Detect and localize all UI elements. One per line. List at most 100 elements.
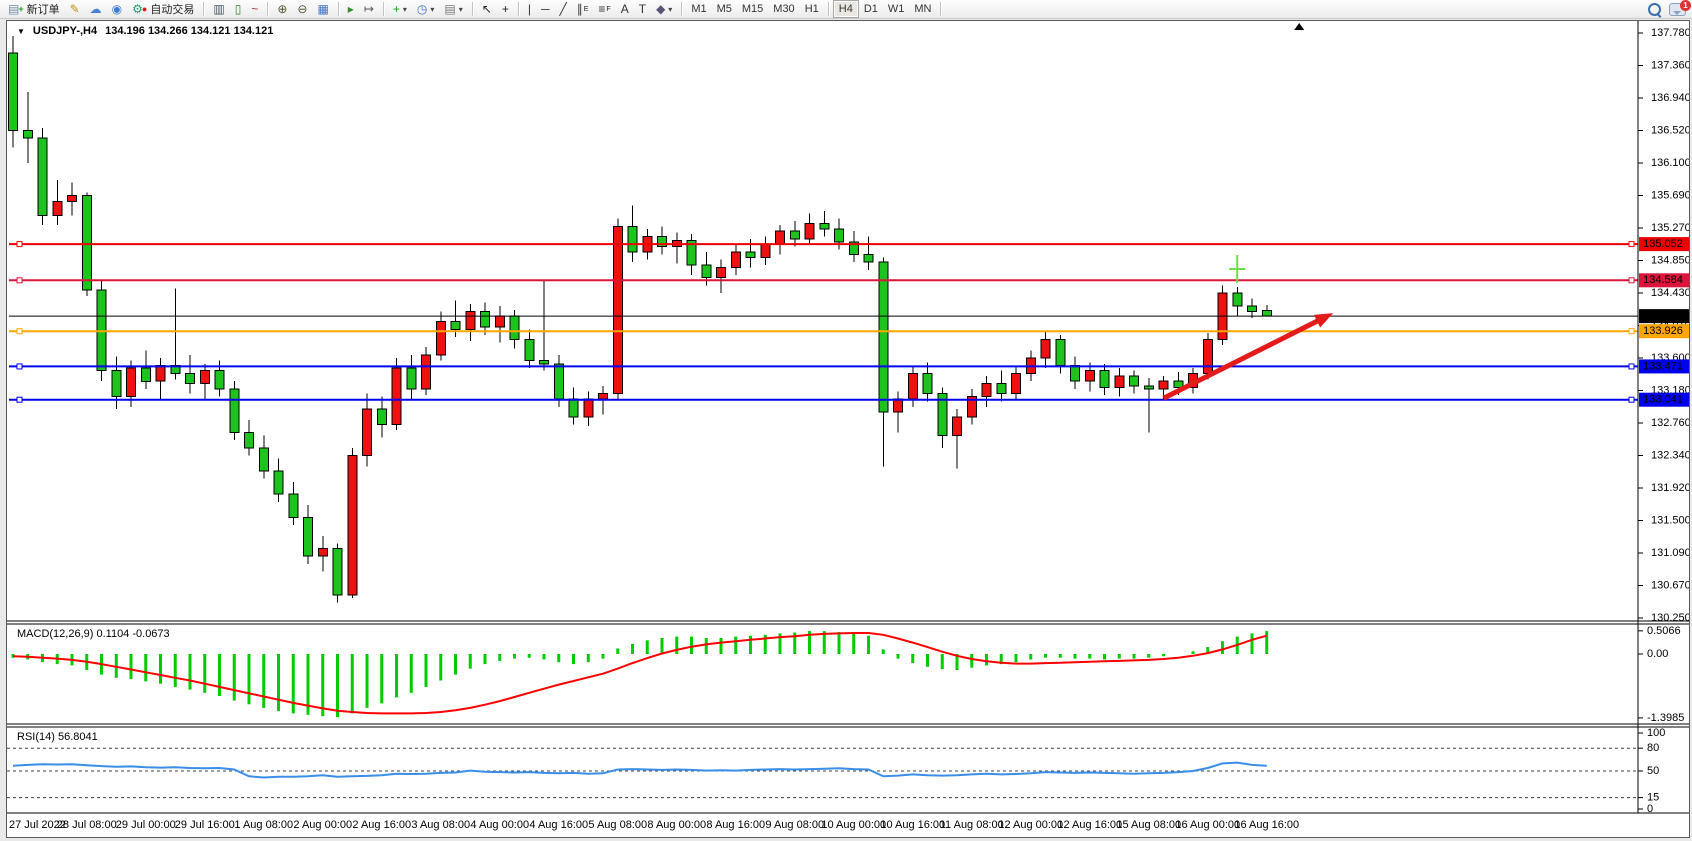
time-tick-label: 1 Aug 08:00: [234, 819, 293, 831]
notifications-icon[interactable]: 1: [1669, 0, 1691, 16]
signals-icon: ◉: [111, 2, 123, 16]
resistance-line-1[interactable]: 135.052: [9, 237, 1689, 252]
candles: [8, 36, 1272, 603]
notification-badge: 1: [1680, 0, 1691, 11]
chart-window[interactable]: 137.780 137.360 136.940 136.520 136.100 135.6…: [6, 20, 1690, 838]
toolbar-separator: [827, 2, 829, 16]
zoom-out-button[interactable]: ⊖: [292, 0, 312, 19]
macd-scale-label: 0.5066: [1647, 625, 1681, 637]
timeframe-button-mn[interactable]: MN: [914, 3, 932, 15]
time-tick-label: 15 Aug 08:00: [1116, 819, 1181, 831]
vertical-line-button[interactable]: |: [523, 0, 536, 19]
cross-marker[interactable]: [1229, 255, 1246, 284]
arrows-button[interactable]: ◆ ▾: [651, 0, 677, 19]
cursor-button[interactable]: ↖: [477, 0, 497, 19]
resistance-line-2[interactable]: 134.584: [9, 273, 1689, 288]
price-tick-label: 132.340: [1651, 449, 1689, 461]
timeframe-button-h4[interactable]: H4: [832, 0, 859, 18]
price-label-box: [1639, 273, 1689, 288]
line-handle[interactable]: [16, 328, 23, 335]
fibonacci-button[interactable]: ≡ F: [593, 0, 615, 19]
crosshair-button[interactable]: +: [497, 0, 514, 19]
equidistant-channel-button[interactable]: ∥ E: [572, 0, 594, 19]
candlestick-chart-button[interactable]: ▯: [230, 0, 247, 19]
support-line-1[interactable]: 133.471: [9, 359, 1689, 374]
chart-shift-marker[interactable]: [1294, 23, 1305, 30]
macd-pane[interactable]: 0.5066 0.00 -1.3985: [11, 625, 1684, 724]
line-handle[interactable]: [1628, 241, 1635, 248]
indicators-button[interactable]: + ▾: [388, 0, 412, 19]
chart-canvas[interactable]: 137.780 137.360 136.940 136.520 136.100 135.6…: [7, 21, 1689, 837]
price-tick-label: 137.780: [1651, 27, 1689, 39]
auto-scroll-button[interactable]: ▸: [343, 0, 359, 19]
time-tick-label: 12 Aug 16:00: [1057, 819, 1122, 831]
autotrading-button-label: 自动交易: [150, 4, 195, 16]
timeframe-button-d1[interactable]: D1: [863, 3, 878, 15]
timeframe-button-m30[interactable]: M30: [773, 3, 795, 15]
horizontal-line-button[interactable]: ─: [536, 0, 555, 19]
search-icon[interactable]: [1648, 3, 1661, 16]
price-tick-label: 131.090: [1651, 547, 1689, 559]
text-label-button[interactable]: T: [634, 0, 651, 19]
time-tick-label: 16 Aug 16:00: [1234, 819, 1299, 831]
macd-signal-line: [12, 632, 1268, 715]
text-icon: A: [620, 2, 629, 16]
crosshair-icon: +: [501, 2, 509, 16]
line-chart-icon: ~: [251, 2, 259, 16]
timeframe-button-h1[interactable]: H1: [804, 3, 819, 15]
line-handle[interactable]: [16, 241, 23, 248]
autotrading-button[interactable]: ⚙ ● 自动交易: [127, 0, 199, 19]
line-handle[interactable]: [1628, 396, 1635, 403]
trendline-button[interactable]: ╱: [555, 0, 572, 19]
line-handle[interactable]: [1628, 363, 1635, 370]
line-handle[interactable]: [16, 363, 23, 370]
timeframe-button-w1[interactable]: W1: [887, 3, 905, 15]
tile-windows-button[interactable]: ▦: [312, 0, 333, 19]
accent-mark-icon: ●: [141, 4, 148, 14]
toolbar-separator: [517, 2, 519, 16]
price-tick-label: 134.850: [1651, 254, 1689, 266]
line-handle[interactable]: [1628, 328, 1635, 335]
price-tick-label: 130.670: [1651, 579, 1689, 591]
time-tick-label: 27 Jul 2022: [9, 819, 66, 831]
line-handle[interactable]: [16, 277, 23, 284]
price-axis[interactable]: 137.780 137.360 136.940 136.520 136.100 135.6…: [1638, 27, 1689, 624]
chart-shift-button[interactable]: ↦: [359, 0, 379, 19]
time-tick-label: 4 Aug 00:00: [470, 819, 529, 831]
time-tick-label: 2 Aug 16:00: [352, 819, 411, 831]
rsi-pane[interactable]: 100 80 50 150: [7, 727, 1665, 815]
time-tick-label: 10 Aug 16:00: [880, 819, 945, 831]
bar-chart-button[interactable]: ▥: [208, 0, 229, 19]
time-tick-label: 29 Jul 16:00: [175, 819, 235, 831]
vertical-line-icon: |: [527, 2, 531, 16]
price-label-text: 134.121: [1643, 310, 1683, 322]
zoom-in-button[interactable]: ⊕: [272, 0, 292, 19]
icon-subscript: E: [583, 5, 589, 13]
timeframe-button-m15[interactable]: M15: [741, 3, 764, 15]
auto-scroll-icon: ▸: [347, 2, 354, 16]
toolbar-separator: [471, 2, 473, 16]
templates-button[interactable]: ▤ ▾: [439, 0, 467, 19]
price-tick-label: 132.760: [1651, 417, 1689, 429]
trend-arrow-annotation[interactable]: [1162, 313, 1334, 401]
line-handle[interactable]: [1628, 277, 1635, 284]
support-line-2[interactable]: 133.041: [9, 392, 1689, 407]
line-chart-button[interactable]: ~: [246, 0, 263, 19]
metaeditor-button[interactable]: ✎: [65, 0, 85, 19]
periods-button[interactable]: ◷ ▾: [412, 0, 440, 19]
signals-button[interactable]: ◉: [107, 0, 127, 19]
current-price-line[interactable]: 134.121: [9, 309, 1689, 324]
timeframe-button-m5[interactable]: M5: [716, 3, 732, 15]
timeframe-button-m1[interactable]: M1: [691, 3, 707, 15]
templates-icon: ▤: [444, 2, 456, 16]
text-button[interactable]: A: [616, 0, 634, 19]
new-order-button[interactable]: ▤ + 新订单: [3, 0, 65, 19]
chevron-down-icon[interactable]: ▼: [17, 26, 25, 36]
price-label-box: [1639, 324, 1689, 339]
icon-subscript: F: [606, 5, 611, 13]
community-button[interactable]: ☁: [85, 0, 107, 19]
pivot-line[interactable]: 133.926: [9, 324, 1689, 339]
new-order-icon: ▤: [8, 2, 20, 16]
line-handle[interactable]: [16, 396, 23, 403]
